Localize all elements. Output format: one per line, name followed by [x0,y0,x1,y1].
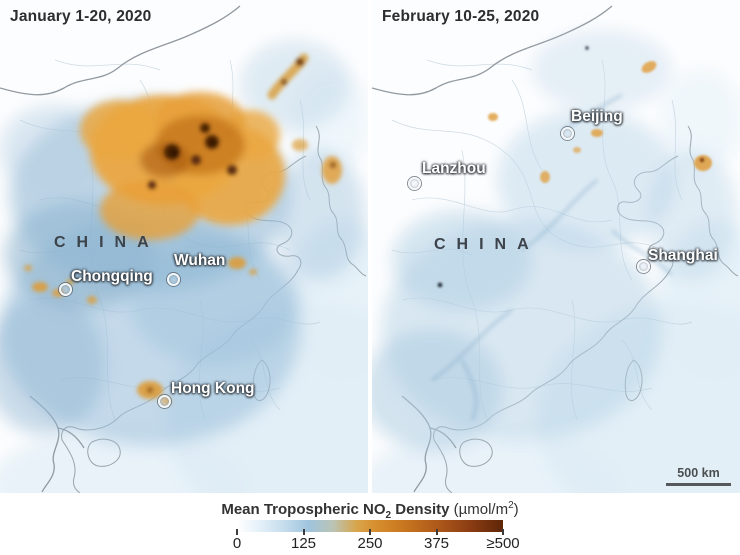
colorbar-tick [302,529,305,535]
city-marker-icon [408,177,421,190]
colorbar-tick-label: 0 [232,535,242,552]
map-art-january [0,0,368,493]
scale-bar: 500 km [666,466,731,488]
map-panel-january: January 1-20, 2020 CHINA Chongqing Wuhan… [0,0,368,493]
colorbar-tick-label: 250 [357,535,383,552]
colorbar-tick [435,529,438,535]
scale-bar-line [666,483,731,486]
city-marker-icon [637,260,650,273]
colorbar-tick-label: 375 [423,535,450,552]
legend-title: Mean Tropospheric NO2 Density (µmol/m2) [221,500,519,521]
colorbar-tick-label: ≥500 [486,535,520,552]
city-marker-icon [167,273,180,286]
panel-title-february: February 10-25, 2020 [382,8,540,25]
colorbar-tick [236,529,238,535]
city-label: Lanzhou [422,160,486,177]
city-label: Hong Kong [171,380,255,397]
country-label-china-right: CHINA [434,236,540,253]
legend: Mean Tropospheric NO2 Density (µmol/m2) … [0,493,740,555]
city-marker-icon [158,395,171,408]
colorbar-tick-label: 125 [290,535,317,552]
city-label: Shanghai [648,247,718,264]
panel-title-january: January 1-20, 2020 [10,8,152,25]
city-label: Wuhan [174,252,226,269]
map-art-february [372,0,740,493]
scale-bar-label: 500 km [677,466,720,480]
country-label-china-left: CHINA [54,234,160,251]
city-marker-icon [561,127,574,140]
city-marker-icon [59,283,72,296]
map-panel-february: February 10-25, 2020 CHINA Lanzhou Beiji… [372,0,740,493]
colorbar-tick [502,529,504,535]
city-label: Beijing [571,108,623,125]
colorbar-tick [369,529,371,535]
city-label: Chongqing [71,268,153,285]
